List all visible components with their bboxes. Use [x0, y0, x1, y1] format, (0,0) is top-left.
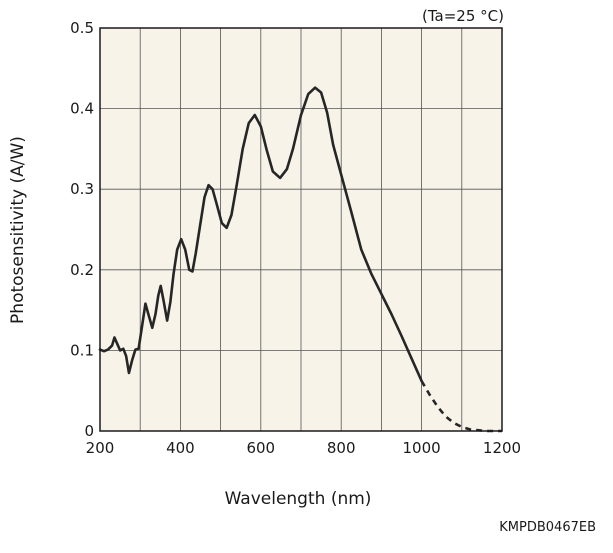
- x-tick-label: 800: [327, 439, 356, 457]
- y-tick-label: 0.5: [70, 19, 94, 37]
- y-tick-label: 0.1: [70, 341, 94, 359]
- figure-code: KMPDB0467EB: [499, 520, 596, 535]
- y-tick-label: 0: [84, 422, 94, 440]
- x-tick-label: 200: [86, 439, 115, 457]
- y-tick-labels: 0 0.1 0.2 0.3 0.4 0.5: [70, 19, 94, 440]
- series-line-solid: [98, 86, 423, 383]
- plot-frame: [99, 27, 503, 432]
- x-axis-title: Wavelength (nm): [225, 489, 372, 509]
- y-axis-title: Photosensitivity (A/W): [8, 136, 28, 324]
- x-tick-label: 400: [166, 439, 195, 457]
- condition-note: (Ta=25 °C): [422, 7, 504, 25]
- x-tick-label: 1000: [403, 439, 441, 457]
- x-tick-labels: 200 400 600 800 1000 1200: [86, 439, 521, 457]
- y-tick-label: 0.4: [70, 100, 94, 118]
- x-tick-label: 1200: [483, 439, 521, 457]
- grid: [100, 28, 502, 431]
- y-tick-label: 0.2: [70, 261, 94, 279]
- x-tick-label: 600: [246, 439, 275, 457]
- y-tick-label: 0.3: [70, 180, 94, 198]
